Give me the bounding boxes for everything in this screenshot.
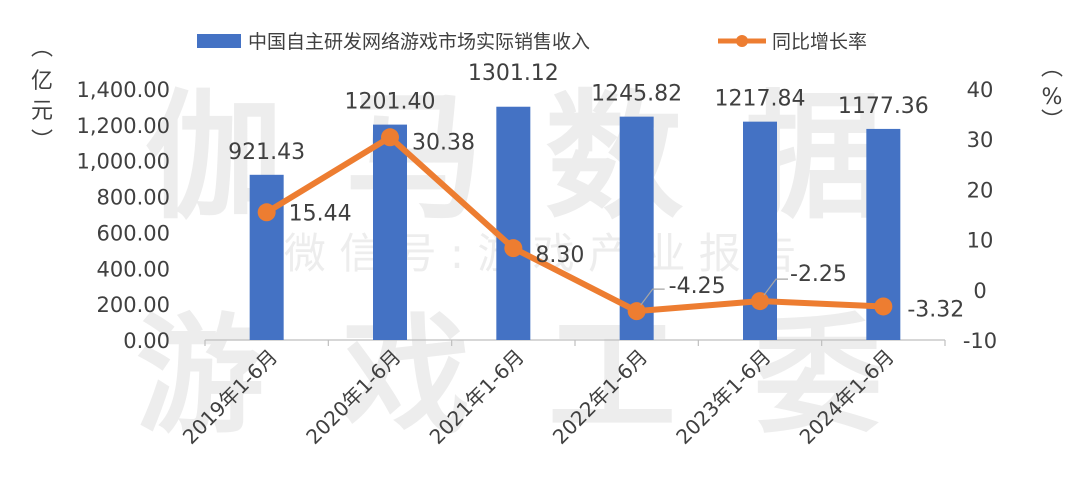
bar-value-label: 1245.82 <box>591 82 682 107</box>
growth-value-label: -2.25 <box>790 262 847 287</box>
growth-point <box>381 128 399 147</box>
bar-value-label: 1217.84 <box>715 87 806 112</box>
watermark-line2: 微 信 号 : 游 戏 产 业 报 告 <box>284 229 796 278</box>
svg-text:%: % <box>1042 85 1063 110</box>
growth-point <box>504 239 523 258</box>
y-left-tick-label: 0.00 <box>123 329 170 353</box>
svg-text:元: 元 <box>31 99 53 124</box>
data-labels: 921.43 1201.40 1301.12 1245.82 1217.84 1177.3… <box>228 61 964 322</box>
growth-point <box>627 302 646 321</box>
bar-value-label: 1301.12 <box>468 61 559 86</box>
bar-value-label: 1201.40 <box>345 90 436 115</box>
y-right-tick-label: 20 <box>967 178 994 202</box>
growth-point <box>874 297 893 316</box>
legend-line-label: 同比增长率 <box>772 31 867 53</box>
y-left-tick-label: 1,000.00 <box>76 150 170 174</box>
y-left-tick-label: 400.00 <box>97 257 170 281</box>
growth-value-label: -4.25 <box>669 274 726 299</box>
bar-value-label: 1177.36 <box>838 94 929 119</box>
y-right-tick-label: 0 <box>973 279 986 303</box>
svg-text:亿: 亿 <box>31 69 53 94</box>
y-left-title: ︵ 亿 元 ︶ <box>31 36 53 154</box>
growth-line <box>265 134 884 315</box>
line-series <box>257 128 893 321</box>
y-right-tick-label: 30 <box>967 128 994 152</box>
label-leader-line <box>640 288 665 306</box>
y-right-tick-label: 10 <box>967 229 994 253</box>
legend: 中国自主研发网络游戏市场实际销售收入 同比增长率 <box>197 31 867 53</box>
bar-value-label: 921.43 <box>228 140 305 165</box>
svg-text:︵: ︵ <box>1041 56 1063 81</box>
svg-text:︶: ︶ <box>31 129 53 154</box>
y-right-title: ︵ % ︶ <box>1041 56 1063 134</box>
y-left-tick-label: 1,400.00 <box>76 78 170 102</box>
y-right-tick-label: -10 <box>963 329 997 353</box>
svg-text:︵: ︵ <box>31 36 53 61</box>
legend-line-marker <box>736 35 748 47</box>
label-leader-line <box>763 278 788 296</box>
legend-bar-swatch <box>197 34 241 48</box>
svg-text:︶: ︶ <box>1041 109 1063 134</box>
y-left-tick-label: 600.00 <box>97 221 170 245</box>
growth-value-label: -3.32 <box>907 297 964 322</box>
y-left-tick-label: 1,200.00 <box>76 114 170 138</box>
bar <box>373 124 407 340</box>
bar <box>249 174 284 340</box>
y-left-tick-label: 800.00 <box>97 186 170 210</box>
y-right-tick-label: 40 <box>967 78 994 102</box>
growth-value-label: 30.38 <box>412 130 475 155</box>
growth-value-label: 8.30 <box>535 243 584 268</box>
legend-bar-label: 中国自主研发网络游戏市场实际销售收入 <box>248 31 590 53</box>
growth-point <box>257 203 276 222</box>
y-left-tick-label: 200.00 <box>97 293 170 317</box>
growth-value-label: 15.44 <box>289 201 352 226</box>
growth-point <box>751 292 769 311</box>
bar <box>496 106 531 340</box>
